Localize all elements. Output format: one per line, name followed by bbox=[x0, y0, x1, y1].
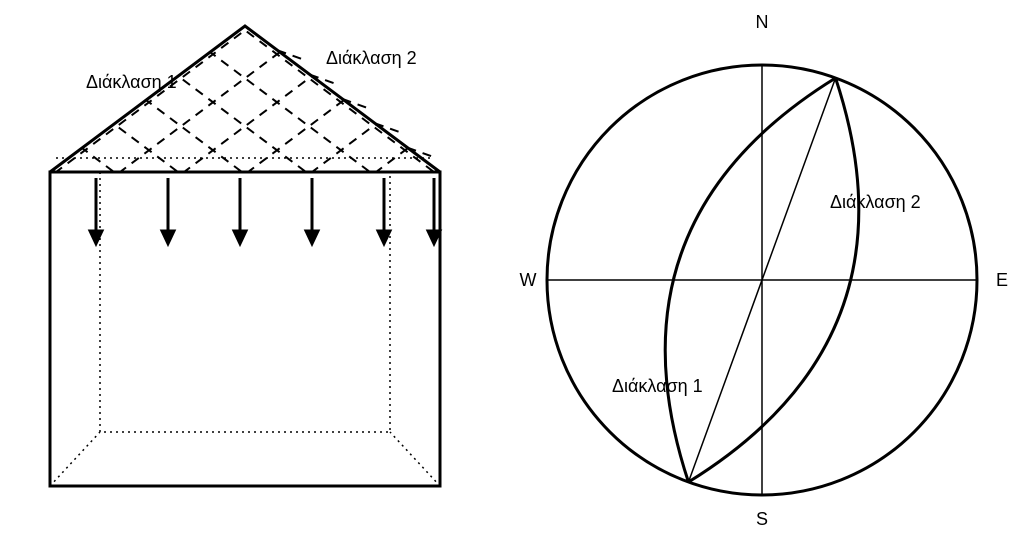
joint-set-2-line bbox=[0, 22, 640, 538]
label-east: E bbox=[996, 270, 1008, 290]
joint-set-2-line bbox=[0, 0, 640, 327]
arrow-head bbox=[161, 230, 176, 246]
label-west: W bbox=[520, 270, 537, 290]
diagram-svg: Διάκλαση 1 Διάκλαση 2 N S E W Διάκλαση 1 Διάκλα… bbox=[0, 0, 1023, 538]
joint-set-2-line bbox=[0, 406, 640, 538]
joint-set-1-line bbox=[0, 310, 640, 538]
joint-set-1-line bbox=[0, 262, 640, 538]
arrow-head bbox=[233, 230, 248, 246]
joint-set-1-line bbox=[0, 454, 640, 538]
joint-set-2-line bbox=[0, 0, 640, 135]
joint-set-1-line bbox=[0, 502, 640, 538]
joint-set-2-line bbox=[0, 70, 640, 538]
joint-set-1-line bbox=[0, 22, 640, 538]
label-gc-joint-1: Διάκλαση 1 bbox=[612, 376, 703, 396]
joint-set-1-line bbox=[0, 0, 640, 327]
tunnel-outer-rect bbox=[50, 172, 440, 486]
joint-set-2-line bbox=[0, 454, 640, 538]
joint-set-1-line bbox=[0, 406, 640, 538]
joint-set-2-line bbox=[0, 358, 640, 538]
joint-set-2-line bbox=[0, 214, 640, 538]
tunnel-perspective-right bbox=[390, 432, 440, 486]
joint-set-1-line bbox=[0, 0, 640, 135]
arrow-head bbox=[305, 230, 320, 246]
joint-set-2-line bbox=[0, 310, 640, 538]
label-joint-2: Διάκλαση 2 bbox=[326, 48, 417, 68]
joint-set-1-line bbox=[0, 70, 640, 538]
label-gc-joint-2: Διάκλαση 2 bbox=[830, 192, 921, 212]
label-north: N bbox=[756, 12, 769, 32]
label-joint-1: Διάκλαση 1 bbox=[86, 72, 177, 92]
stereonet bbox=[547, 65, 977, 495]
tunnel-perspective-left bbox=[50, 432, 100, 486]
joint-set-2-line bbox=[0, 502, 640, 538]
fall-arrows bbox=[89, 178, 442, 246]
joint-set-2-line bbox=[0, 262, 640, 538]
tunnel-inner-rect bbox=[100, 172, 390, 432]
label-south: S bbox=[756, 509, 768, 529]
joint-set-1-line bbox=[0, 214, 640, 538]
arrow-head bbox=[89, 230, 104, 246]
joint-set-1-line bbox=[0, 358, 640, 538]
